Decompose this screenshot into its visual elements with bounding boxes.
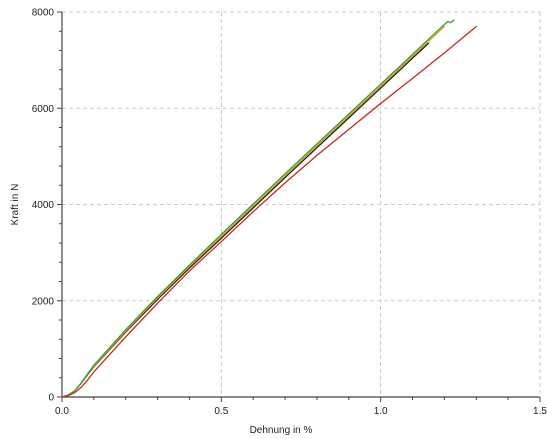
labels-layer: Dehnung in % Kraft in N 0 2000 4000 6000 800… [10, 8, 547, 437]
x-axis-label: Dehnung in % [250, 425, 313, 436]
y-tick-label: 8000 [32, 8, 55, 19]
series-line-1 [61, 42, 430, 398]
x-tick-label: 0.5 [214, 406, 228, 417]
y-tick-label: 6000 [32, 104, 55, 115]
series-line-3 [61, 19, 455, 398]
y-tick-label: 4000 [32, 200, 55, 211]
x-tick-label: 0.0 [55, 406, 69, 417]
series-layer [61, 19, 477, 398]
x-tick-label: 1.5 [533, 406, 547, 417]
y-axis-label: Kraft in N [10, 184, 21, 226]
y-tick-label: 0 [48, 393, 54, 404]
series-line-4 [61, 25, 477, 398]
grid-layer [62, 11, 541, 397]
y-tick-label: 2000 [32, 296, 55, 307]
x-tick-label: 1.0 [374, 406, 388, 417]
axes-layer [57, 11, 541, 402]
